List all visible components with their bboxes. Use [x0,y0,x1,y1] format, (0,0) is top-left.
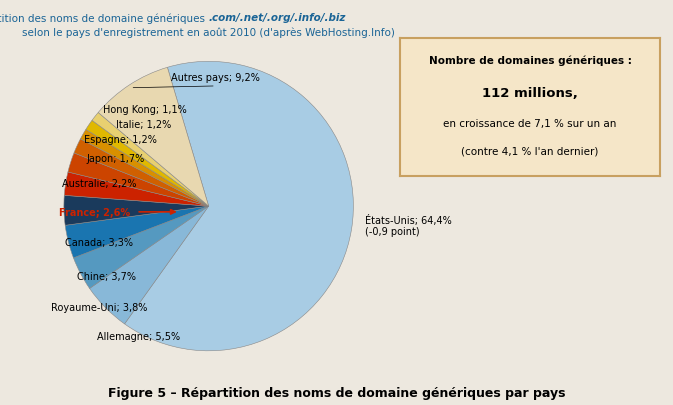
Wedge shape [90,207,209,324]
Wedge shape [73,207,209,289]
Text: États-Unis; 64,4%
(-0,9 point): États-Unis; 64,4% (-0,9 point) [365,214,452,237]
Text: en croissance de 7,1 % sur un an: en croissance de 7,1 % sur un an [444,119,616,129]
Wedge shape [68,153,209,207]
Text: 112 millions,: 112 millions, [482,87,578,100]
Wedge shape [98,68,209,207]
Text: Figure 5 – Répartition des noms de domaine génériques par pays: Figure 5 – Répartition des noms de domai… [108,386,565,399]
Text: (contre 4,1 % l'an dernier): (contre 4,1 % l'an dernier) [461,146,599,156]
Wedge shape [86,121,209,207]
Text: Royaume-Uni; 3,8%: Royaume-Uni; 3,8% [51,303,148,313]
Text: France; 2,6%: France; 2,6% [59,207,131,217]
Text: Nombre de domaines génériques :: Nombre de domaines génériques : [429,55,631,66]
Wedge shape [65,173,209,207]
Wedge shape [74,139,209,207]
Text: Allemagne; 5,5%: Allemagne; 5,5% [96,332,180,341]
Text: Espagne; 1,2%: Espagne; 1,2% [83,135,157,145]
Text: Hong Kong; 1,1%: Hong Kong; 1,1% [103,105,187,115]
Text: Répartition des noms de domaine génériques: Répartition des noms de domaine génériqu… [0,13,209,23]
Wedge shape [125,62,353,351]
Text: .com/.net/.org/.info/.biz: .com/.net/.org/.info/.biz [209,13,346,23]
Text: Australie; 2,2%: Australie; 2,2% [62,179,136,188]
Text: Italie; 1,2%: Italie; 1,2% [116,119,171,129]
Text: Autres pays; 9,2%: Autres pays; 9,2% [172,72,260,82]
Wedge shape [92,113,209,207]
Text: Canada; 3,3%: Canada; 3,3% [65,238,133,247]
Wedge shape [81,130,209,207]
Text: selon le pays d'enregistrement en août 2010 (d'après WebHosting.Info): selon le pays d'enregistrement en août 2… [22,27,395,38]
Text: Chine; 3,7%: Chine; 3,7% [77,271,136,281]
Wedge shape [64,196,209,226]
Wedge shape [65,207,209,258]
Text: Japon; 1,7%: Japon; 1,7% [87,154,145,164]
